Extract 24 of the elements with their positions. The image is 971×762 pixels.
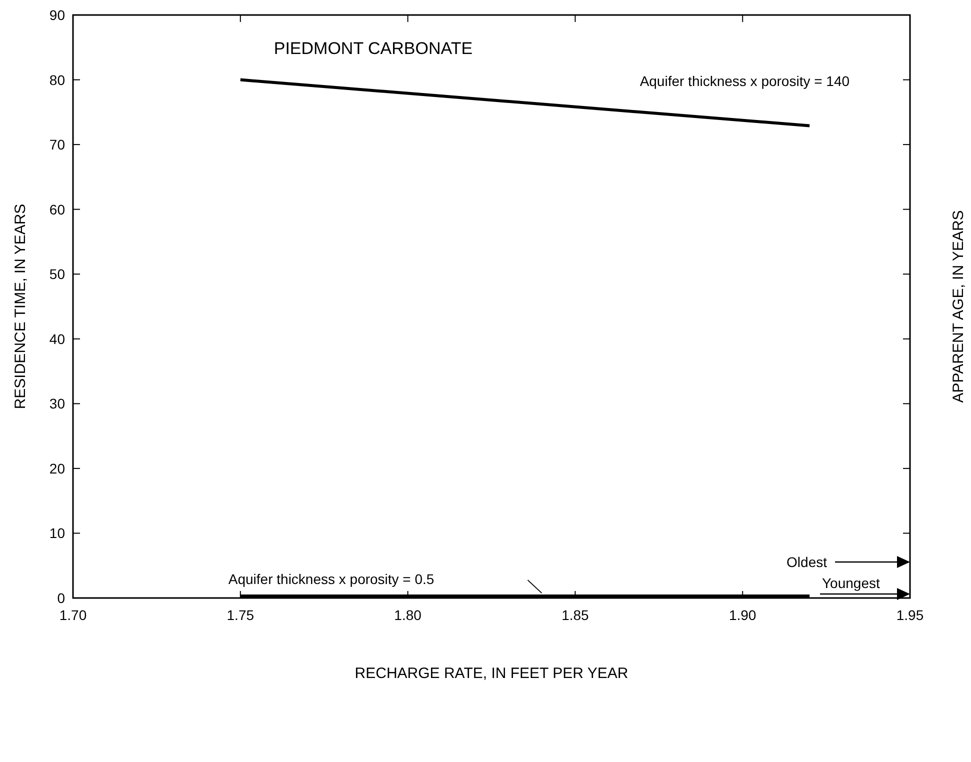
x-tick-label: 1.80	[394, 607, 422, 623]
series-label: Aquifer thickness x porosity = 0.5	[228, 571, 434, 588]
y-tick-label: 0	[57, 590, 66, 606]
y-tick-label: 10	[49, 525, 66, 542]
y-axis-title: RESIDENCE TIME, IN YEARS	[12, 204, 29, 410]
x-tick-label: 1.85	[562, 607, 590, 623]
y-tick-label: 20	[49, 460, 66, 476]
x-tick-label: 1.70	[59, 607, 87, 623]
y-tick-label: 90	[49, 7, 66, 23]
y-tick-label: 80	[49, 72, 66, 88]
y-tick-label: 60	[49, 201, 66, 218]
y-tick-label: 40	[49, 330, 66, 347]
x-tick-label: 1.90	[728, 607, 756, 623]
x-axis-title: RECHARGE RATE, IN FEET PER YEAR	[354, 665, 628, 682]
text: PIEDMONT CARBONATE	[274, 38, 473, 58]
y-tick-label: 70	[49, 136, 66, 153]
x-tick-label: 1.75	[226, 607, 254, 623]
y2-axis-title: APPARENT AGE, IN YEARS	[950, 210, 967, 403]
y-tick-label: 30	[49, 396, 66, 412]
annotation: Youngest	[822, 575, 880, 591]
x-tick-label: 1.95	[896, 607, 924, 623]
series-label: Aquifer thickness x porosity = 140	[640, 72, 850, 89]
annotation: Oldest	[786, 554, 828, 570]
y-tick-label: 50	[49, 266, 66, 282]
